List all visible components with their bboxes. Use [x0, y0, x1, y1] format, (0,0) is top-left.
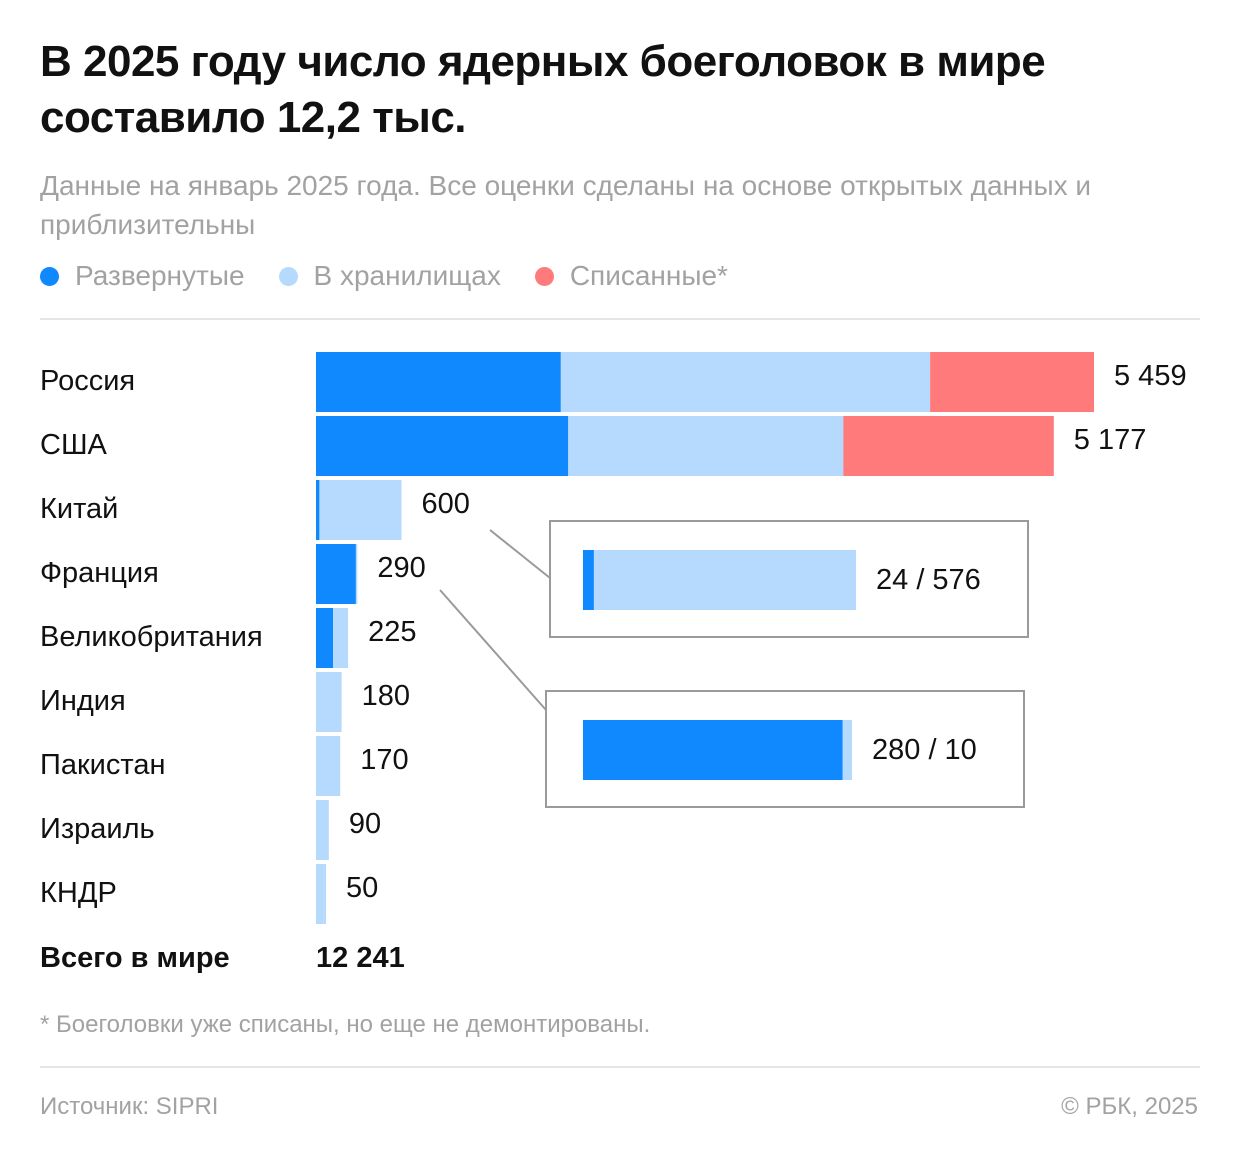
legend-label-retired: Списанные*	[569, 260, 728, 291]
value-label-france: 290	[377, 552, 426, 584]
legend-label-deployed: Развернутые	[75, 260, 245, 291]
country-label-india: Индия	[40, 685, 126, 717]
value-label-usa: 5 177	[1073, 424, 1147, 456]
bottom-divider	[40, 1066, 1200, 1068]
bar-uk-deployed	[316, 608, 334, 668]
bar-dprk-min	[323, 864, 326, 924]
bar-india-stored	[316, 672, 342, 732]
country-label-russia: Россия	[40, 365, 136, 397]
country-label-china: Китай	[40, 493, 119, 525]
country-label-dprk: КНДР	[40, 877, 117, 909]
legend-item-stored: В хранилищах	[278, 260, 501, 292]
total-label: Всего в мире	[40, 942, 230, 974]
bar-russia-stored	[560, 352, 931, 412]
bar-dprk-stored	[316, 864, 324, 924]
country-label-uk: Великобритания	[40, 621, 263, 653]
legend: Развернутые В хранилищах Списанные*	[40, 256, 762, 296]
bar-uk-stored	[333, 608, 349, 668]
callout-box-france	[545, 690, 1025, 808]
bar-usa-deployed	[316, 416, 569, 476]
country-label-israel: Израиль	[40, 813, 155, 845]
chart-title: В 2025 году число ядерных боеголовок в м…	[40, 37, 1046, 142]
callout-box-china	[549, 520, 1029, 638]
bar-russia-deployed	[316, 352, 561, 412]
legend-dot-stored-icon	[278, 266, 298, 286]
bar-france-deployed	[316, 544, 356, 604]
callout-label-france: 280 / 10	[872, 734, 977, 766]
value-label-pakistan: 170	[360, 744, 409, 776]
legend-dot-deployed-icon	[40, 266, 59, 286]
bar-usa-retired	[843, 416, 1054, 476]
callout-connector-france	[439, 589, 547, 711]
copyright-label: © РБК, 2025	[1061, 1093, 1198, 1120]
value-label-israel: 90	[348, 808, 382, 840]
legend-item-deployed: Развернутые	[40, 260, 245, 292]
country-label-pakistan: Пакистан	[40, 749, 166, 781]
value-label-dprk: 50	[346, 872, 379, 904]
bar-israel-stored	[316, 800, 329, 860]
country-label-usa: США	[40, 429, 107, 461]
callout-bar-china-deployed	[583, 550, 594, 610]
country-label-france: Франция	[40, 557, 159, 589]
bar-china-deployed	[316, 480, 320, 540]
value-label-india: 180	[361, 680, 411, 712]
footnote: * Боеголовки уже списаны, но еще не демо…	[40, 1011, 651, 1038]
bar-china-stored	[319, 480, 402, 540]
total-value: 12 241	[316, 942, 405, 974]
top-divider	[40, 318, 1200, 320]
callout-label-china: 24 / 576	[876, 564, 981, 596]
value-label-russia: 5 459	[1114, 360, 1187, 392]
source-label: Источник: SIPRI	[40, 1093, 219, 1120]
callout-bar-france-deployed	[583, 720, 843, 780]
value-label-uk: 225	[368, 616, 417, 648]
bar-pakistan-stored	[316, 736, 341, 796]
chart-subtitle: Данные на январь 2025 года. Все оценки с…	[40, 170, 1091, 240]
legend-item-retired: Списанные*	[534, 260, 728, 292]
callout-bar-france-stored	[842, 720, 852, 780]
legend-label-stored: В хранилищах	[313, 260, 501, 291]
legend-dot-retired-icon	[534, 266, 554, 286]
bar-france-stored	[355, 544, 358, 604]
callout-bar-china-stored	[593, 550, 856, 610]
bar-usa-stored	[568, 416, 844, 476]
value-label-china: 600	[421, 488, 470, 520]
callout-connector-china	[489, 529, 551, 579]
bar-russia-retired	[930, 352, 1094, 412]
